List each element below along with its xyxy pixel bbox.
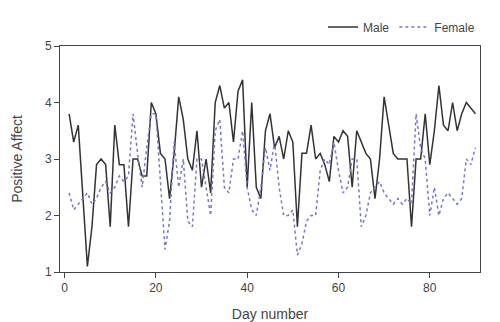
svg-text:1: 1 [45, 265, 52, 279]
svg-text:Female: Female [434, 21, 474, 35]
svg-text:4: 4 [45, 96, 52, 110]
svg-text:5: 5 [45, 39, 52, 53]
svg-text:Day number: Day number [232, 306, 309, 322]
svg-text:60: 60 [332, 281, 346, 295]
svg-text:2: 2 [45, 209, 52, 223]
svg-text:Male: Male [363, 21, 389, 35]
svg-text:0: 0 [61, 281, 68, 295]
svg-text:3: 3 [45, 152, 52, 166]
svg-text:80: 80 [423, 281, 437, 295]
svg-text:20: 20 [149, 281, 163, 295]
svg-text:40: 40 [240, 281, 254, 295]
svg-text:Positive Affect: Positive Affect [9, 115, 25, 203]
